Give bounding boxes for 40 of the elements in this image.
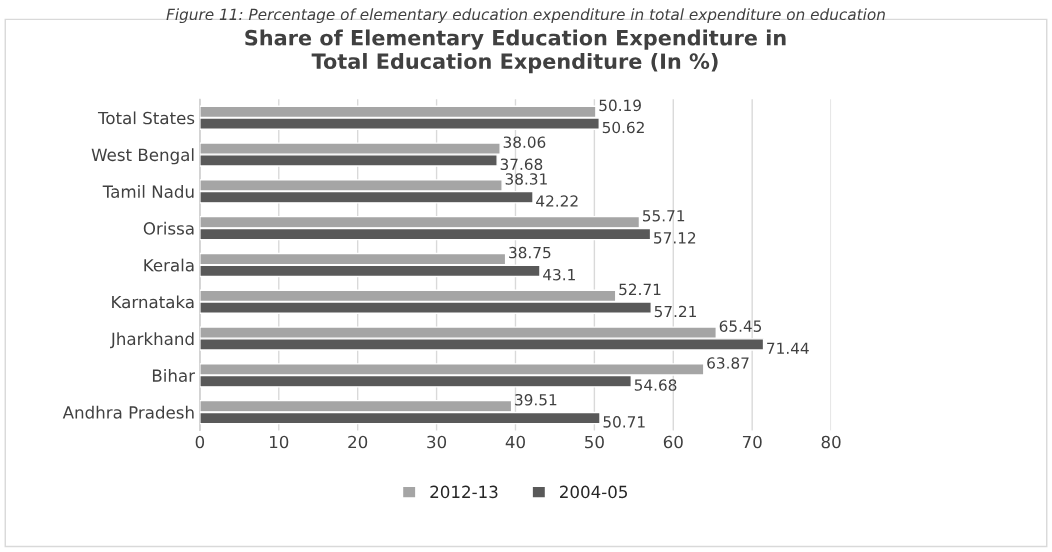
x-tick-label: 20 — [348, 435, 368, 449]
x-tick-label: 0 — [195, 435, 205, 449]
data-label: 43.1 — [543, 268, 575, 281]
data-label: 50.71 — [603, 416, 645, 428]
y-tick-label: Andhra Pradesh — [62, 405, 194, 419]
data-label: 71.44 — [767, 342, 809, 354]
data-label: 38.75 — [509, 246, 551, 259]
data-label: 38.06 — [503, 136, 546, 148]
x-tick-label: 30 — [427, 435, 447, 449]
y-tick-label: Jharkhand — [110, 332, 194, 349]
data-label: 52.71 — [619, 283, 661, 296]
data-label: 38.31 — [505, 173, 547, 185]
chart-title: Share of Elementary Education Expenditure in Total Education Expenditure (In %) — [245, 29, 786, 74]
data-label: 55.71 — [642, 210, 685, 222]
x-tick-label: 10 — [270, 435, 289, 449]
data-label: 50.19 — [599, 99, 641, 112]
y-tick-label: West Bengal — [91, 148, 194, 165]
y-tick-label: Kerala — [144, 258, 194, 272]
x-tick-label: 50 — [585, 435, 604, 449]
x-tick-label: 60 — [663, 435, 683, 449]
y-tick-label: Total States — [97, 111, 195, 125]
data-label: 37.68 — [500, 158, 543, 171]
y-tick-label: Karnataka — [112, 295, 194, 309]
data-label: 65.45 — [719, 320, 762, 332]
x-tick-label: 70 — [742, 435, 762, 449]
y-tick-label: Orissa — [143, 221, 194, 235]
data-label: 54.68 — [634, 379, 677, 391]
data-label: 50.62 — [602, 121, 644, 134]
caption: Figure 11: Percentage of elementary education expenditure in total expenditure on education — [166, 8, 885, 24]
legend-label: 2004-05 — [560, 485, 627, 499]
y-tick-label: Tamil Nadu — [102, 185, 194, 198]
x-tick-label: 80 — [821, 435, 841, 449]
y-tick-label: Bihar — [152, 369, 196, 382]
data-label: 57.12 — [654, 232, 696, 244]
data-label: 57.21 — [654, 305, 696, 318]
x-tick-label: 40 — [505, 435, 525, 449]
data-label: 39.51 — [515, 394, 557, 406]
data-label: 63.87 — [707, 357, 749, 369]
data-label: 42.22 — [536, 195, 578, 207]
legend-label: 2012-13 — [430, 485, 498, 499]
